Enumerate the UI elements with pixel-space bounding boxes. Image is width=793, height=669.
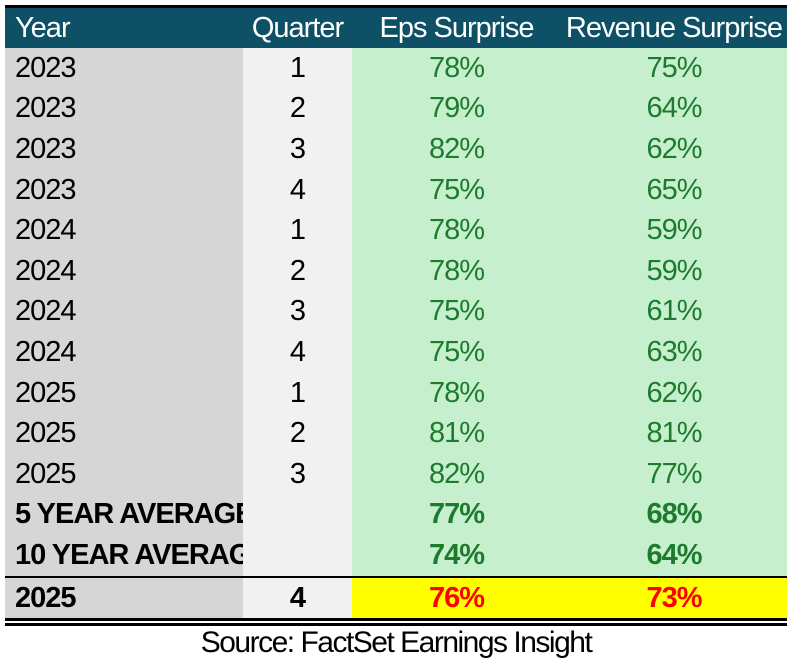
col-header-eps-surprise: Eps Surprise [352, 6, 561, 48]
highlight-row-2025-q4: 2025 4 76% 73% [5, 575, 787, 627]
cell-eps-surprise: 75% [352, 332, 561, 373]
cell-quarter: 4 [243, 332, 352, 373]
cell-quarter: 3 [243, 453, 352, 495]
table-row: 2023 4 75% 65% [5, 169, 787, 211]
cell-revenue-surprise: 77% [561, 453, 787, 495]
cell-eps-surprise: 79% [352, 88, 561, 130]
cell-revenue-surprise: 61% [561, 291, 787, 333]
cell-quarter: 3 [243, 291, 352, 333]
cell-year: 2023 [5, 129, 243, 170]
cell-revenue-surprise: 62% [561, 129, 787, 170]
cell-revenue-surprise: 64% [561, 535, 787, 577]
cell-eps-surprise: 78% [352, 48, 561, 89]
cell-revenue-surprise: 81% [561, 413, 787, 454]
cell-year: 2024 [5, 210, 243, 251]
cell-quarter: 1 [243, 48, 352, 89]
cell-eps-surprise: 82% [352, 453, 561, 495]
cell-revenue-surprise: 68% [561, 494, 787, 536]
cell-average-label: 10 YEAR AVERAGE [5, 535, 243, 577]
cell-quarter: 2 [243, 413, 352, 454]
cell-revenue-surprise: 75% [561, 48, 787, 89]
cell-year: 2024 [5, 291, 243, 333]
cell-revenue-surprise: 63% [561, 332, 787, 373]
header-row: Year Quarter Eps Surprise Revenue Surpri… [5, 6, 787, 48]
cell-revenue-surprise: 64% [561, 88, 787, 130]
cell-quarter [243, 494, 352, 536]
earnings-surprise-table: Year Quarter Eps Surprise Revenue Surpri… [5, 5, 787, 627]
cell-quarter: 2 [243, 250, 352, 292]
cell-year: 2025 [5, 575, 243, 627]
source-caption: Source: FactSet Earnings Insight [200, 626, 593, 659]
cell-quarter: 3 [243, 129, 352, 170]
cell-year: 2025 [5, 413, 243, 454]
cell-eps-surprise: 78% [352, 372, 561, 414]
table-row: 2023 2 79% 64% [5, 88, 787, 130]
cell-eps-surprise: 78% [352, 210, 561, 251]
cell-quarter [243, 535, 352, 577]
cell-year: 2023 [5, 48, 243, 89]
table-row: 2025 3 82% 77% [5, 453, 787, 495]
cell-average-label: 5 YEAR AVERAGE [5, 494, 243, 536]
cell-quarter: 2 [243, 88, 352, 130]
cell-eps-surprise: 74% [352, 535, 561, 577]
table-row: 2024 3 75% 61% [5, 291, 787, 333]
table-row: 2024 4 75% 63% [5, 332, 787, 373]
cell-year: 2024 [5, 250, 243, 292]
cell-eps-surprise: 82% [352, 129, 561, 170]
cell-quarter: 1 [243, 210, 352, 251]
cell-eps-surprise: 75% [352, 291, 561, 333]
cell-year: 2023 [5, 169, 243, 211]
cell-revenue-surprise: 59% [561, 250, 787, 292]
table-row: 2025 2 81% 81% [5, 413, 787, 454]
table-row: 2024 1 78% 59% [5, 210, 787, 251]
col-header-year: Year [5, 6, 243, 48]
cell-revenue-surprise: 65% [561, 169, 787, 211]
table-row: 2023 3 82% 62% [5, 129, 787, 170]
cell-eps-surprise: 78% [352, 250, 561, 292]
cell-year: 2023 [5, 88, 243, 130]
table-row: 2024 2 78% 59% [5, 250, 787, 292]
cell-quarter: 1 [243, 372, 352, 414]
col-header-revenue-surprise: Revenue Surprise [561, 6, 787, 48]
cell-eps-surprise: 81% [352, 413, 561, 454]
ten-year-average-row: 10 YEAR AVERAGE 74% 64% [5, 535, 787, 577]
earnings-surprise-table-container: Year Quarter Eps Surprise Revenue Surpri… [5, 5, 787, 627]
cell-year: 2024 [5, 332, 243, 373]
cell-year: 2025 [5, 453, 243, 495]
cell-revenue-surprise: 62% [561, 372, 787, 414]
cell-eps-surprise: 76% [352, 575, 561, 627]
cell-revenue-surprise: 59% [561, 210, 787, 251]
cell-eps-surprise: 77% [352, 494, 561, 536]
cell-quarter: 4 [243, 169, 352, 211]
five-year-average-row: 5 YEAR AVERAGE 77% 68% [5, 494, 787, 536]
cell-revenue-surprise: 73% [561, 575, 787, 627]
cell-eps-surprise: 75% [352, 169, 561, 211]
col-header-quarter: Quarter [243, 6, 352, 48]
cell-year: 2025 [5, 372, 243, 414]
cell-quarter: 4 [243, 575, 352, 627]
table-row: 2023 1 78% 75% [5, 48, 787, 89]
table-row: 2025 1 78% 62% [5, 372, 787, 414]
